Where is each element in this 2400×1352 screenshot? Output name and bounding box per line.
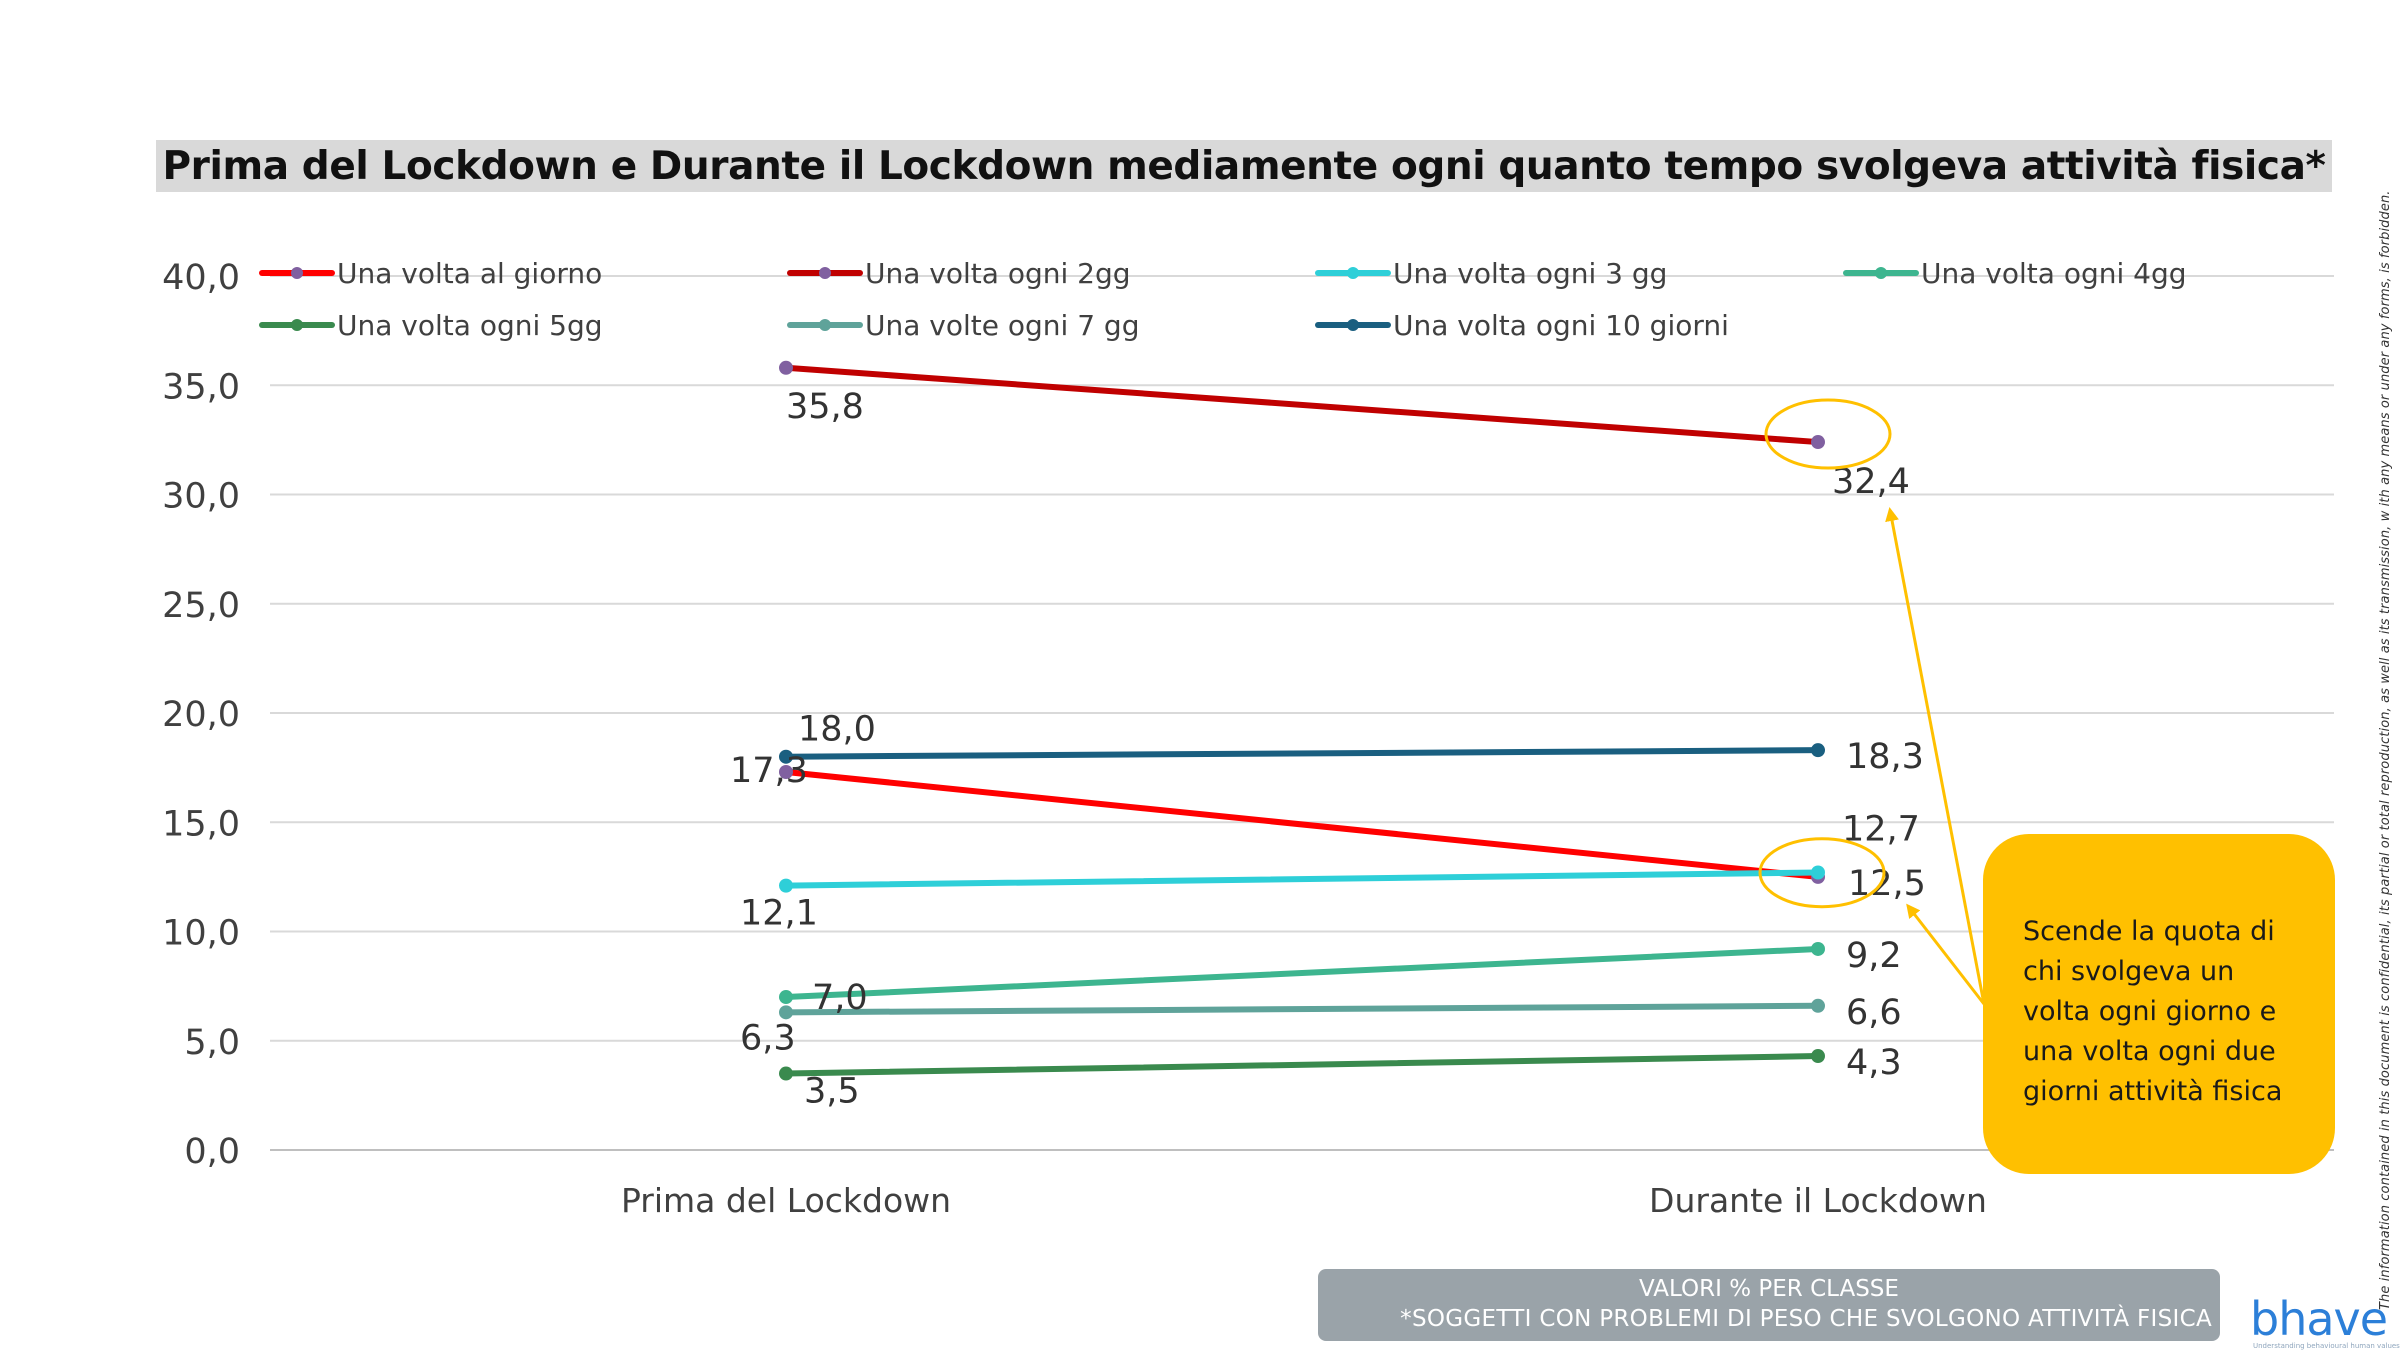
data-label: 18,0: [798, 710, 876, 750]
y-tick-label: 10,0: [162, 914, 240, 954]
legend-label: Una volta ogni 10 giorni: [1393, 309, 1729, 342]
series-line: [783, 1002, 1821, 1016]
y-tick-label: 35,0: [162, 367, 240, 407]
data-label: 4,3: [1846, 1043, 1902, 1083]
legend-marker: [819, 267, 831, 279]
legend-label: Una volta ogni 5gg: [337, 309, 603, 342]
data-point: [779, 1005, 793, 1020]
data-point: [779, 360, 793, 375]
footer-note: VALORI % PER CLASSE *SOGGETTI CON PROBLE…: [1318, 1269, 2220, 1341]
y-tick-label: 40,0: [162, 258, 240, 298]
legend-marker: [1875, 267, 1887, 279]
data-point: [1811, 941, 1825, 956]
series-line: [783, 364, 1821, 446]
series-line: [783, 747, 1821, 760]
footer-line-1: VALORI % PER CLASSE: [1639, 1276, 1899, 1302]
data-point: [779, 749, 793, 764]
data-point: [1811, 865, 1825, 880]
series-line: [783, 768, 1821, 880]
legend-marker: [291, 267, 303, 279]
data-label: 9,2: [1846, 936, 1902, 976]
highlight-ellipse: [1758, 837, 1886, 909]
chart-title: Prima del Lockdown e Durante il Lockdown…: [162, 143, 2326, 189]
data-label: 35,8: [786, 387, 864, 427]
callout-arrow: [1885, 507, 1986, 1005]
callout-line: chi svolgeva un: [2023, 956, 2235, 987]
data-label: 7,0: [812, 978, 868, 1018]
data-label: 6,6: [1846, 993, 1902, 1033]
legend-marker: [291, 319, 303, 331]
legend-label: Una volte ogni 7 gg: [865, 309, 1139, 342]
y-tick-label: 0,0: [184, 1132, 240, 1172]
data-point: [1811, 743, 1825, 758]
footer-line-2: *SOGGETTI CON PROBLEMI DI PESO CHE SVOLG…: [1400, 1306, 2212, 1332]
legend-marker: [819, 319, 831, 331]
highlight-ellipse: [1764, 398, 1892, 470]
y-tick-label: 5,0: [184, 1023, 240, 1063]
legend-label: Una volta ogni 4gg: [1921, 257, 2187, 290]
data-point: [1811, 998, 1825, 1013]
y-tick-label: 25,0: [162, 586, 240, 626]
legend-marker: [1347, 267, 1359, 279]
legend-label: Una volta al giorno: [337, 257, 602, 290]
data-label: 17,3: [730, 751, 808, 791]
y-tick-label: 15,0: [162, 804, 240, 844]
data-label: 12,5: [1848, 864, 1926, 904]
logo-tagline: Understanding behavioural human values: [2253, 1342, 2400, 1350]
data-label: 32,4: [1832, 462, 1910, 502]
y-tick-label: 20,0: [162, 695, 240, 735]
data-point: [779, 878, 793, 893]
data-point: [1811, 1049, 1825, 1064]
title-band: [156, 140, 2332, 192]
callout-arrow: [1906, 903, 1986, 1005]
series-line: [783, 869, 1821, 889]
data-label: 12,1: [740, 894, 818, 934]
legend-label: Una volta ogni 2gg: [865, 257, 1131, 290]
y-tick-label: 30,0: [162, 477, 240, 517]
callout-line: giorni attività fisica: [2023, 1076, 2283, 1107]
x-tick-label: Prima del Lockdown: [621, 1181, 951, 1220]
x-tick-label: Durante il Lockdown: [1649, 1181, 1987, 1220]
data-point: [779, 1066, 793, 1081]
bhave-logo: bhave: [2250, 1292, 2388, 1346]
data-label: 3,5: [804, 1072, 860, 1112]
series-line: [783, 945, 1821, 1001]
confidential-note: The information contained in this docume…: [2378, 190, 2393, 1310]
data-point: [1811, 435, 1825, 450]
callout-box: Scende la quota di chi svolgeva un volta…: [1983, 834, 2335, 1174]
callout-line: una volta ogni due: [2023, 1036, 2276, 1067]
data-point: [779, 990, 793, 1005]
legend-label: Una volta ogni 3 gg: [1393, 257, 1667, 290]
callout-line: Scende la quota di: [2023, 916, 2275, 947]
data-label: 6,3: [740, 1018, 796, 1058]
data-label: 18,3: [1846, 737, 1924, 777]
data-point: [779, 764, 793, 779]
callout-line: volta ogni giorno e: [2023, 996, 2277, 1027]
legend-marker: [1347, 319, 1359, 331]
series-line: [783, 1053, 1821, 1077]
